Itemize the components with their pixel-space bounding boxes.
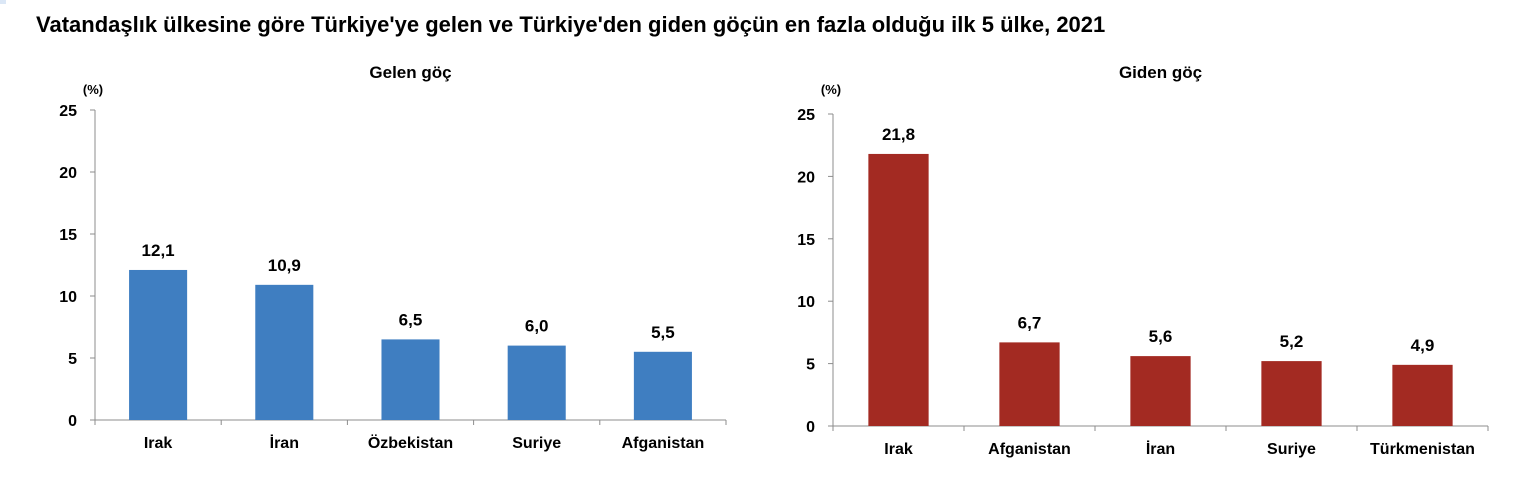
corner-mark — [0, 0, 6, 4]
chart-giden-goc: Giden göç (%) 0 5 10 15 20 25 21,8 Irak 6,7 Afganis… — [797, 63, 1489, 458]
category-label: Suriye — [1267, 441, 1316, 458]
y-tick-label: 25 — [797, 107, 815, 124]
data-label: 10,9 — [268, 256, 301, 275]
y-tick-label: 10 — [797, 294, 815, 311]
data-label: 6,5 — [399, 310, 423, 329]
bar — [999, 342, 1060, 426]
category-label: İran — [1146, 440, 1175, 458]
category-label: Suriye — [512, 435, 561, 452]
category-label: Irak — [144, 435, 173, 452]
bar — [1392, 364, 1453, 426]
y-tick-label: 20 — [797, 169, 815, 186]
bar — [1261, 361, 1322, 426]
bar — [507, 345, 566, 420]
y-tick-label: 5 — [68, 351, 77, 368]
category-label: İran — [270, 434, 299, 452]
y-tick-label: 0 — [68, 413, 77, 430]
unit-label: (%) — [83, 82, 103, 97]
category-label: Özbekistan — [368, 433, 453, 452]
bar — [381, 339, 440, 420]
bar — [868, 153, 929, 426]
data-label: 6,0 — [525, 317, 549, 336]
bar — [255, 284, 314, 420]
chart-gelen-goc: Gelen göç (%) 0 5 10 15 20 25 12,1 Irak 10,9 İran 6,… — [59, 63, 727, 452]
data-label: 21,8 — [882, 125, 915, 144]
category-label: Afganistan — [622, 435, 705, 452]
y-tick-label: 15 — [59, 227, 77, 244]
chart-title: Giden göç — [1119, 63, 1202, 82]
bar — [1130, 356, 1191, 426]
data-label: 5,6 — [1149, 327, 1173, 346]
data-label: 4,9 — [1411, 336, 1435, 355]
y-tick-label: 25 — [59, 103, 77, 120]
data-label: 6,7 — [1018, 313, 1042, 332]
y-tick-label: 5 — [806, 357, 815, 374]
category-label: Türkmenistan — [1370, 441, 1475, 458]
y-tick-label: 15 — [797, 232, 815, 249]
y-tick-label: 20 — [59, 165, 77, 182]
bar — [633, 351, 692, 420]
y-tick-label: 10 — [59, 289, 77, 306]
data-label: 5,5 — [651, 323, 675, 342]
category-label: Irak — [884, 441, 913, 458]
y-tick-label: 0 — [806, 419, 815, 436]
page-title: Vatandaşlık ülkesine göre Türkiye'ye gel… — [36, 12, 1106, 37]
unit-label: (%) — [821, 82, 841, 97]
data-label: 5,2 — [1280, 332, 1304, 351]
chart-title: Gelen göç — [369, 63, 451, 82]
category-label: Afganistan — [988, 441, 1071, 458]
bar — [129, 269, 188, 420]
data-label: 12,1 — [142, 241, 175, 260]
